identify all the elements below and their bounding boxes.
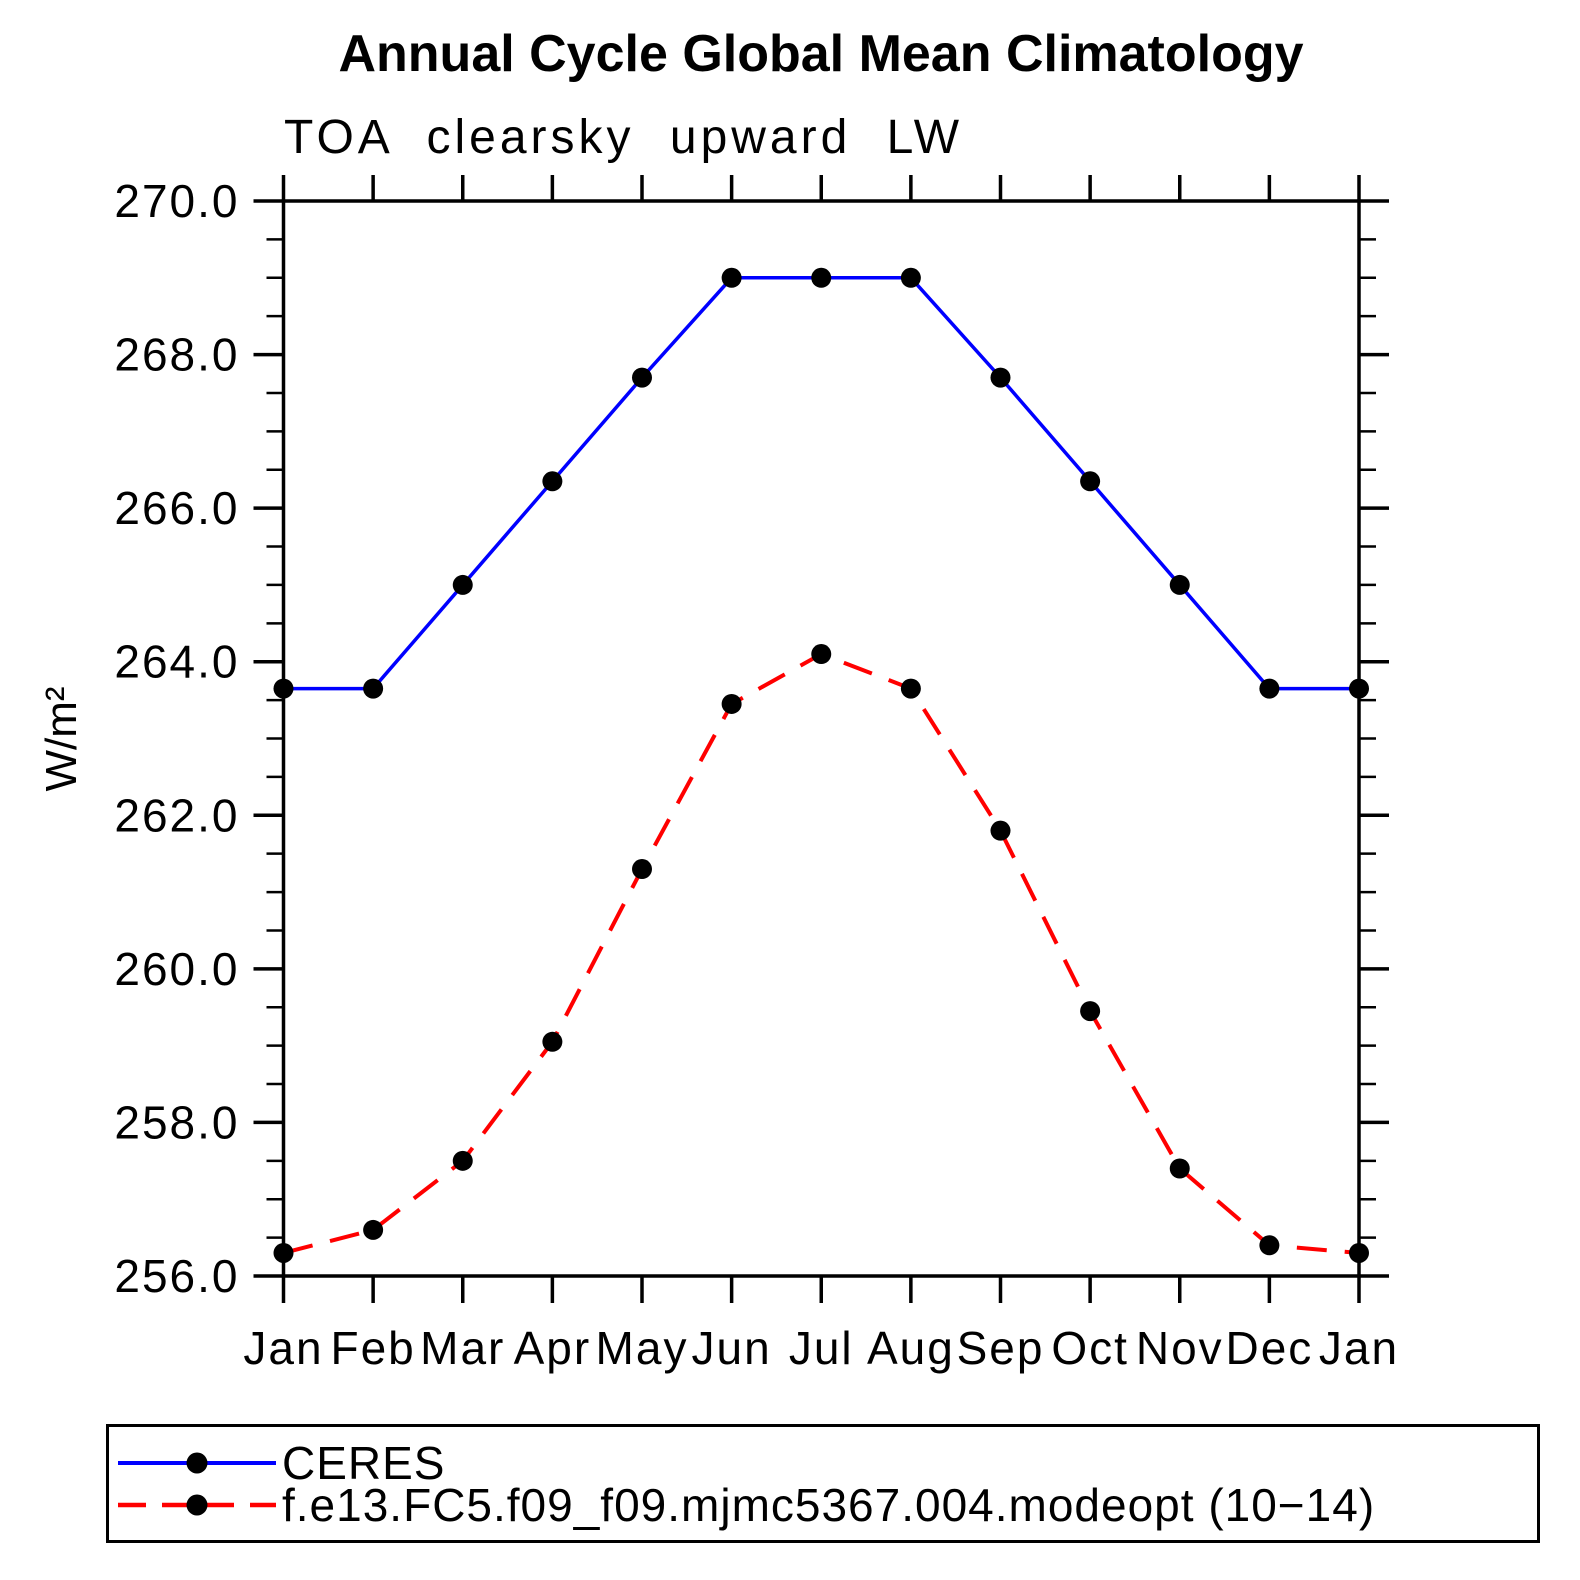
data-point-marker — [990, 367, 1011, 388]
data-point-marker — [1080, 471, 1101, 492]
data-point-marker — [542, 1031, 563, 1052]
model-line — [283, 651, 1360, 1255]
data-point-marker — [990, 820, 1011, 841]
data-point-marker — [1259, 678, 1280, 699]
data-point-marker — [363, 678, 384, 699]
data-point-marker — [1169, 574, 1190, 595]
x-tick-label: Aug — [867, 1322, 955, 1374]
data-point-marker — [1169, 1158, 1190, 1179]
x-tick-label: Jun — [692, 1322, 772, 1374]
legend-label-ceres: CERES — [282, 1437, 446, 1489]
y-tick-label: 262.0 — [114, 789, 239, 841]
data-point-marker — [1349, 678, 1369, 699]
data-point-marker — [1349, 1242, 1369, 1263]
x-tick-label: Apr — [514, 1322, 592, 1374]
y-tick-label: 258.0 — [114, 1096, 239, 1148]
data-point-marker — [542, 471, 563, 492]
y-tick-label: 264.0 — [114, 636, 239, 688]
plot-border — [281, 199, 1361, 1278]
y-tick-label: 260.0 — [114, 943, 239, 995]
data-point-marker — [900, 678, 921, 699]
legend-label-model: f.e13.FC5.f09_f09.mjmc5367.004.modeopt (… — [282, 1479, 1376, 1531]
y-tick-label: 256.0 — [114, 1250, 239, 1302]
x-tick-label: Jan — [1319, 1322, 1399, 1374]
model-line-swatch — [118, 1494, 276, 1516]
legend: CERES f.e13.FC5.f09_f09.mjmc5367.004.mod… — [106, 1424, 1540, 1543]
data-point-marker — [900, 267, 921, 288]
data-point-marker — [1080, 1001, 1101, 1022]
data-point-marker — [721, 693, 742, 714]
x-tick-label: May — [596, 1322, 689, 1374]
data-point-marker — [273, 1242, 294, 1263]
y-tick-label: 266.0 — [114, 482, 239, 534]
data-point-marker — [452, 574, 473, 595]
x-tick-label: Sep — [957, 1322, 1045, 1374]
x-tick-label: Oct — [1051, 1322, 1129, 1374]
chart-title: Annual Cycle Global Mean Climatology — [338, 25, 1304, 83]
ceres-swatch-marker — [186, 1452, 208, 1474]
data-point-marker — [632, 859, 652, 880]
x-tick-label: Jul — [789, 1322, 854, 1374]
data-point-marker — [632, 367, 652, 388]
data-point-marker — [363, 1219, 384, 1240]
y-tick-label: 268.0 — [114, 329, 239, 381]
data-point-marker — [811, 267, 832, 288]
data-point-marker — [1259, 1235, 1280, 1256]
chart-subtitle: TOA clearsky upward LW — [284, 111, 964, 164]
x-tick-label: Feb — [330, 1322, 415, 1374]
x-tick-label: Mar — [420, 1322, 505, 1374]
data-point-marker — [811, 644, 832, 665]
data-point-marker — [273, 678, 294, 699]
x-tick-label: Nov — [1136, 1322, 1224, 1374]
legend-item-model: f.e13.FC5.f09_f09.mjmc5367.004.modeopt (… — [115, 1479, 1375, 1531]
ceres-line — [283, 276, 1359, 691]
ceres-line-swatch — [118, 1452, 276, 1474]
y-tick-label: 270.0 — [114, 175, 239, 227]
legend-item-ceres: CERES — [115, 1437, 445, 1489]
data-point-marker — [721, 267, 742, 288]
data-point-marker — [452, 1150, 473, 1171]
x-tick-label: Jan — [243, 1322, 323, 1374]
model-swatch-marker — [186, 1494, 208, 1516]
x-tick-label: Dec — [1225, 1322, 1313, 1374]
